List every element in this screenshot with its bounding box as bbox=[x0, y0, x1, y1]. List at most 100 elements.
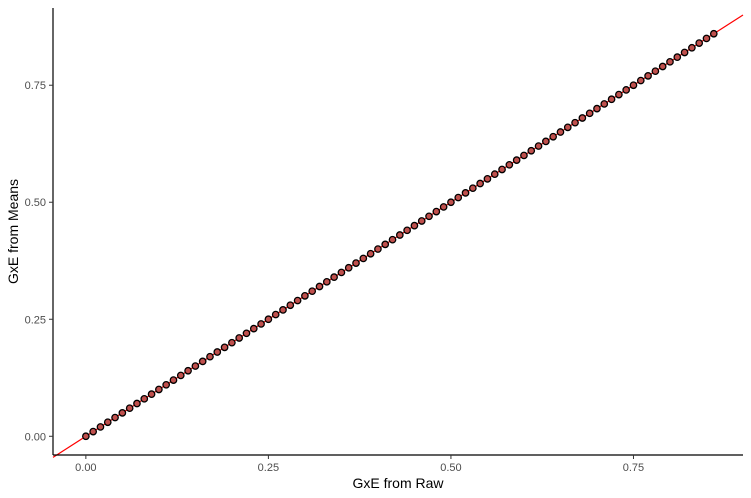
data-point bbox=[556, 128, 565, 136]
data-point bbox=[607, 95, 616, 104]
data-point bbox=[191, 362, 200, 370]
data-point bbox=[629, 81, 638, 90]
data-point bbox=[512, 156, 521, 164]
data-point bbox=[111, 413, 119, 422]
data-point bbox=[439, 203, 448, 211]
data-point bbox=[337, 268, 346, 277]
data-point bbox=[140, 394, 149, 403]
data-point bbox=[147, 390, 156, 399]
data-point bbox=[381, 240, 390, 249]
data-point bbox=[176, 371, 185, 380]
data-point bbox=[352, 259, 360, 267]
data-point bbox=[184, 366, 192, 375]
data-point bbox=[615, 90, 623, 99]
data-point bbox=[644, 72, 652, 80]
data-point bbox=[709, 29, 718, 38]
data-point bbox=[417, 217, 426, 225]
data-point bbox=[242, 329, 251, 338]
data-point bbox=[374, 245, 382, 253]
data-point bbox=[688, 43, 696, 52]
data-point bbox=[162, 380, 171, 389]
data-point bbox=[454, 193, 463, 202]
data-point bbox=[155, 385, 163, 394]
data-point bbox=[410, 221, 419, 230]
data-point bbox=[403, 226, 411, 235]
x-tick-label: 0.25 bbox=[258, 462, 279, 474]
y-tick-label: 0.25 bbox=[25, 314, 46, 326]
data-point bbox=[695, 39, 704, 47]
data-point bbox=[461, 189, 470, 197]
data-point bbox=[651, 67, 660, 76]
data-point bbox=[520, 151, 528, 160]
data-point bbox=[476, 179, 484, 188]
data-point bbox=[293, 296, 302, 305]
y-tick-label: 0.75 bbox=[25, 80, 46, 92]
data-point bbox=[527, 146, 536, 155]
data-point bbox=[542, 137, 550, 146]
data-point bbox=[432, 207, 441, 216]
y-axis-title: GxE from Means bbox=[5, 179, 21, 284]
data-point bbox=[220, 343, 229, 352]
data-point bbox=[125, 404, 134, 413]
data-point bbox=[103, 418, 112, 427]
axes-layer: 0.00 0.25 0.50 0.75 0.00 0.25 0.50 0.75 bbox=[25, 8, 743, 474]
data-point bbox=[680, 48, 689, 57]
data-point bbox=[96, 423, 105, 431]
data-point bbox=[206, 352, 214, 361]
data-point bbox=[490, 170, 499, 179]
data-point bbox=[563, 123, 572, 132]
data-point bbox=[198, 357, 207, 366]
data-point bbox=[549, 132, 558, 141]
data-point bbox=[622, 86, 631, 94]
data-point bbox=[447, 198, 455, 207]
data-point bbox=[702, 34, 711, 43]
data-point bbox=[118, 409, 127, 417]
data-point bbox=[600, 100, 609, 108]
data-point bbox=[279, 306, 287, 314]
data-points-layer bbox=[82, 29, 718, 441]
data-point bbox=[636, 76, 645, 85]
data-point bbox=[315, 282, 324, 291]
x-tick-label: 0.75 bbox=[623, 462, 644, 474]
data-point bbox=[249, 324, 258, 333]
data-point bbox=[213, 348, 222, 356]
data-point bbox=[344, 263, 353, 272]
x-axis-title: GxE from Raw bbox=[352, 475, 444, 491]
y-tick-label: 0.00 bbox=[25, 431, 46, 443]
data-point bbox=[395, 231, 404, 239]
data-point bbox=[658, 62, 667, 71]
data-point bbox=[89, 427, 98, 436]
data-point bbox=[673, 53, 682, 61]
data-point bbox=[468, 184, 477, 193]
data-point bbox=[425, 212, 433, 221]
y-tick-label: 0.50 bbox=[25, 197, 46, 209]
data-point bbox=[366, 249, 375, 258]
data-point bbox=[257, 320, 265, 328]
x-tick-label: 0.00 bbox=[75, 462, 96, 474]
data-point bbox=[82, 432, 90, 441]
data-point bbox=[578, 114, 587, 122]
data-point bbox=[505, 160, 514, 169]
data-point bbox=[593, 104, 601, 113]
data-point bbox=[271, 310, 280, 319]
x-tick-label: 0.50 bbox=[440, 462, 461, 474]
data-point bbox=[571, 118, 579, 127]
data-point bbox=[286, 301, 295, 310]
data-point bbox=[228, 338, 236, 347]
data-point bbox=[666, 57, 674, 66]
data-point bbox=[308, 287, 317, 296]
data-point bbox=[388, 235, 397, 244]
data-point bbox=[301, 292, 309, 300]
data-point bbox=[359, 254, 368, 263]
data-point bbox=[483, 174, 492, 183]
data-point bbox=[133, 399, 141, 408]
data-point bbox=[322, 277, 331, 286]
data-point bbox=[498, 165, 506, 174]
data-point bbox=[235, 334, 244, 342]
data-point bbox=[264, 315, 273, 324]
data-point bbox=[330, 273, 338, 281]
data-point bbox=[585, 109, 594, 118]
data-point bbox=[534, 142, 543, 150]
data-point bbox=[169, 376, 178, 384]
